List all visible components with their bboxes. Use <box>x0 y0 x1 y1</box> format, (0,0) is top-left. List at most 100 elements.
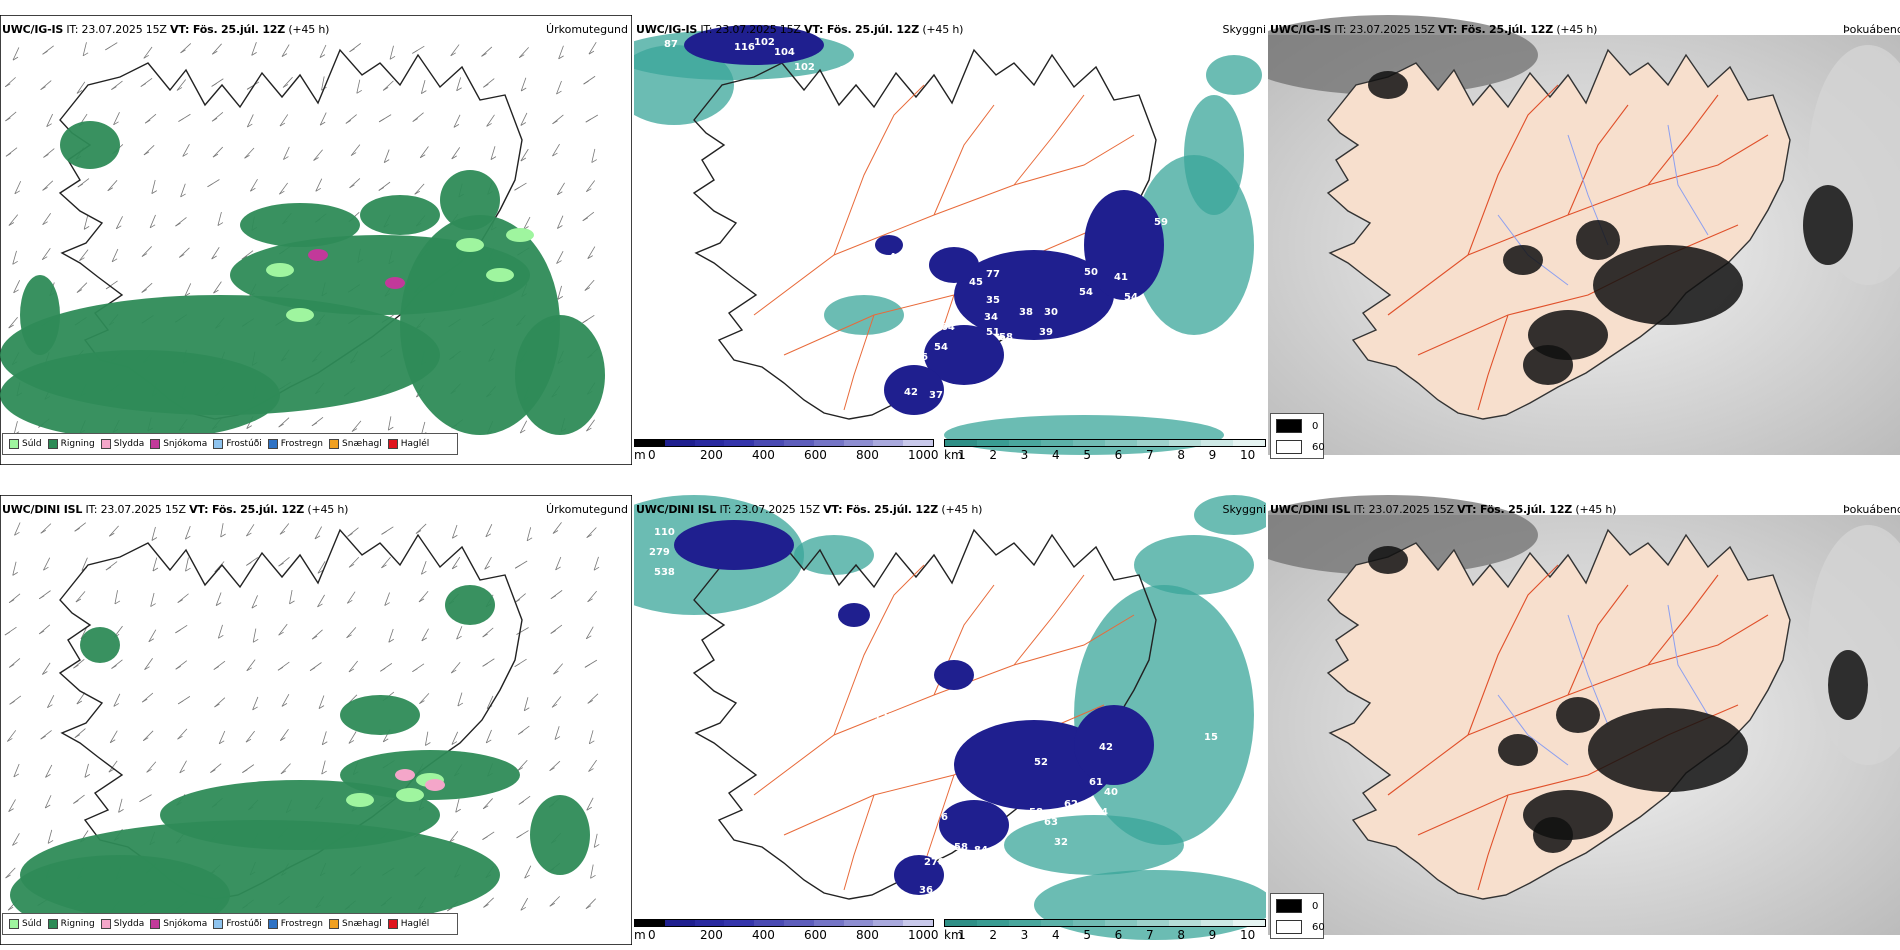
wind-barb <box>356 79 361 94</box>
wind-barb <box>282 76 293 88</box>
low-cloud-area <box>684 25 824 65</box>
wind-barb-feather <box>218 634 224 639</box>
wind-barb <box>486 695 494 709</box>
wind-barb <box>549 896 560 907</box>
wind-barb <box>348 731 357 744</box>
legend-swatch <box>150 439 161 449</box>
ceiling-map-bottom[interactable]: 1102795384046121127524261405863623432765… <box>634 495 1266 945</box>
wind-barb-feather <box>118 809 124 813</box>
wind-barb <box>311 629 323 640</box>
wind-barb-feather <box>315 187 321 192</box>
wind-barb <box>451 147 461 160</box>
wind-barb <box>520 77 527 92</box>
precip-map-top[interactable] <box>0 15 632 465</box>
wind-barb-feather <box>317 603 323 608</box>
wind-barb-feather <box>552 530 559 534</box>
wind-barb-feather <box>281 703 288 707</box>
wind-barb <box>115 216 123 230</box>
wind-barb <box>8 799 16 812</box>
wind-barb-feather <box>314 535 321 540</box>
wind-barb <box>14 180 22 194</box>
wind-barb-feather <box>144 666 150 671</box>
wind-barb <box>40 523 52 534</box>
wind-barb-feather <box>482 805 489 810</box>
wind-barb <box>79 249 89 261</box>
wind-barb-feather <box>280 737 286 741</box>
wind-barb-feather <box>73 800 79 804</box>
wind-barb-feather <box>517 767 523 771</box>
colorbar-cell <box>1041 440 1073 446</box>
wind-barb <box>552 143 560 157</box>
fog-map-top[interactable] <box>1268 15 1900 465</box>
wind-barb <box>484 556 492 570</box>
colorbar-tick: 200 <box>700 928 723 942</box>
wind-barb-feather <box>556 260 562 264</box>
wind-barb <box>84 763 89 778</box>
wind-barb-feather <box>251 52 257 56</box>
fog-legend-value: 0 <box>1312 900 1319 912</box>
wind-barb <box>588 41 597 55</box>
fog-swatch-dark <box>1276 419 1302 433</box>
wind-barb <box>214 561 225 573</box>
legend-label: Frostregn <box>280 919 324 929</box>
colorbar-tick: 8 <box>1177 448 1185 462</box>
legend-label: Rigning <box>60 439 95 449</box>
wind-barb <box>315 178 323 192</box>
wind-barb-feather <box>456 87 462 92</box>
wind-barb-feather <box>556 90 562 95</box>
low-cloud-area <box>894 855 944 895</box>
wind-barb <box>250 179 258 192</box>
wind-barb-feather <box>520 122 527 126</box>
wind-barb-feather <box>42 50 48 55</box>
wind-barb-feather <box>212 153 219 158</box>
wind-barb <box>13 280 21 294</box>
wind-barb-feather <box>111 665 117 669</box>
wind-barb-feather <box>388 638 394 643</box>
wind-barb-feather <box>109 739 116 744</box>
wind-barb-feather <box>311 635 318 640</box>
road <box>1467 564 1559 736</box>
wind-barb-feather <box>277 666 284 671</box>
colorbar-cell <box>945 920 977 926</box>
wind-barb-feather <box>279 530 286 535</box>
wind-barb-feather <box>107 187 113 192</box>
cloud-base-label: 116 <box>734 42 755 53</box>
wind-barb-feather <box>457 702 464 707</box>
cloud-base-label: 61 <box>1089 777 1103 788</box>
precip-panel-bottom: UWC/DINI ISL IT: 23.07.2025 15Z VT: Fös.… <box>0 495 632 945</box>
legend-item: Slydda <box>100 439 144 449</box>
wind-barb-feather <box>185 567 191 572</box>
legend-label: Slydda <box>113 919 145 929</box>
wind-barb <box>318 695 325 709</box>
wind-barb-feather <box>246 425 252 429</box>
wind-barb <box>244 147 255 159</box>
legend-swatch <box>47 439 58 449</box>
legend-label: Frostregn <box>280 439 324 449</box>
precip-map-bottom[interactable] <box>0 495 632 945</box>
cloud-base-label: 66 <box>914 352 928 363</box>
wind-barb-feather <box>348 740 355 744</box>
colorbar-tick: 400 <box>752 448 775 462</box>
cloud-base-label: 40 <box>1104 787 1118 798</box>
wind-barb-feather <box>12 572 18 576</box>
fog-map-bottom[interactable] <box>1268 495 1900 945</box>
wind-barb-feather <box>345 120 352 124</box>
ceiling-colorbar-bottom: m 0 200 400 600 800 1000 <box>634 919 939 943</box>
colorbar-cell <box>1105 440 1137 446</box>
wind-barb-feather <box>384 602 390 606</box>
wind-barb-feather <box>82 52 89 57</box>
colorbar-tick: 200 <box>700 448 723 462</box>
wind-barb-feather <box>456 635 462 640</box>
fog-legend-value: 60 <box>1312 921 1325 933</box>
wind-barb-feather <box>184 292 191 297</box>
panel-title: Skyggni <box>1222 503 1266 516</box>
wind-barb <box>252 628 257 643</box>
wind-barb <box>420 561 427 575</box>
wind-barb-feather <box>148 638 154 643</box>
wind-barb <box>180 183 186 198</box>
wind-barb-feather <box>520 157 527 162</box>
wind-barb <box>349 178 361 189</box>
wind-barb <box>279 523 290 535</box>
wind-barb-feather <box>514 186 520 191</box>
